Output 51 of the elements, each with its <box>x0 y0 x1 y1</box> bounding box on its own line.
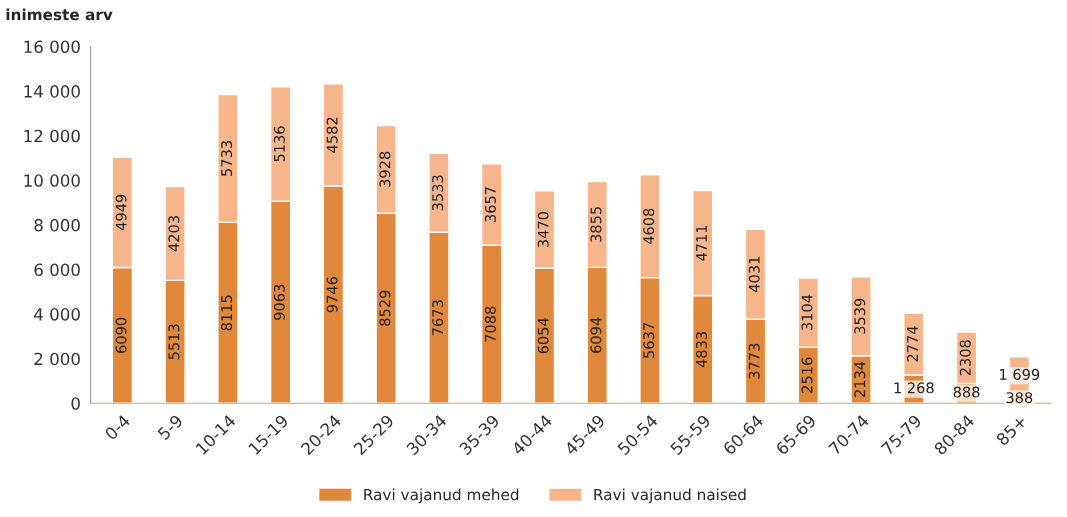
data-label: 888 <box>953 386 980 398</box>
data-label: 5513 <box>168 324 180 360</box>
data-label: 4203 <box>168 216 180 252</box>
data-label: 3470 <box>537 212 549 248</box>
data-label: 5733 <box>221 141 233 176</box>
y-tick-label: 2 000 <box>34 352 80 366</box>
legend-label: Ravi vajanud mehed <box>364 488 519 504</box>
x-tick-label: 0-4 <box>104 413 131 441</box>
data-label: 3773 <box>748 343 760 379</box>
data-label: 1 268 <box>894 382 934 394</box>
data-label: 5136 <box>273 126 285 162</box>
y-tick-label: 8 000 <box>34 218 80 232</box>
data-label: 9746 <box>326 276 338 313</box>
data-label: 4031 <box>748 256 760 293</box>
data-label: 3104 <box>801 294 813 331</box>
data-label: 4833 <box>695 332 707 368</box>
data-label: 7088 <box>484 306 496 342</box>
x-tick-label: 85+ <box>995 414 1028 447</box>
data-label: 2134 <box>854 361 866 397</box>
x-tick-label: 5-9 <box>156 414 184 441</box>
data-label: 4582 <box>326 117 338 153</box>
legend-label: Ravi vajanud naised <box>594 488 746 504</box>
data-label: 4711 <box>696 225 707 261</box>
y-tick-label: 0 <box>71 397 80 410</box>
data-label: 8115 <box>221 295 233 331</box>
y-tick-label: 12 000 <box>24 129 80 143</box>
data-label: 3855 <box>590 207 602 242</box>
data-label: 4608 <box>643 208 655 245</box>
data-label: 388 <box>1006 392 1033 404</box>
data-label: 3539 <box>854 298 866 334</box>
data-label: 1 699 <box>1000 368 1040 380</box>
data-label: 8529 <box>379 290 391 326</box>
data-label: 3533 <box>432 175 444 211</box>
data-label: 9063 <box>273 284 285 320</box>
data-label: 6054 <box>537 318 549 354</box>
data-label: 2308 <box>959 340 971 376</box>
data-label: 4949 <box>115 194 127 231</box>
y-tick-label: 6 000 <box>34 263 80 277</box>
y-tick-label: 16 000 <box>24 40 80 54</box>
y-tick-label: 10 000 <box>24 174 80 187</box>
data-label: 6094 <box>590 317 602 353</box>
data-label: 3657 <box>484 187 496 222</box>
y-tick-label: 14 000 <box>24 85 80 98</box>
data-label: 6090 <box>115 317 127 353</box>
data-label: 3928 <box>379 151 391 187</box>
data-label: 2516 <box>801 357 813 393</box>
data-label: 2774 <box>907 326 918 362</box>
y-tick-label: 4 000 <box>34 308 80 321</box>
y-axis-title: inimeste arv <box>6 8 113 21</box>
data-label: 5637 <box>643 323 655 358</box>
data-label: 7673 <box>432 300 444 336</box>
